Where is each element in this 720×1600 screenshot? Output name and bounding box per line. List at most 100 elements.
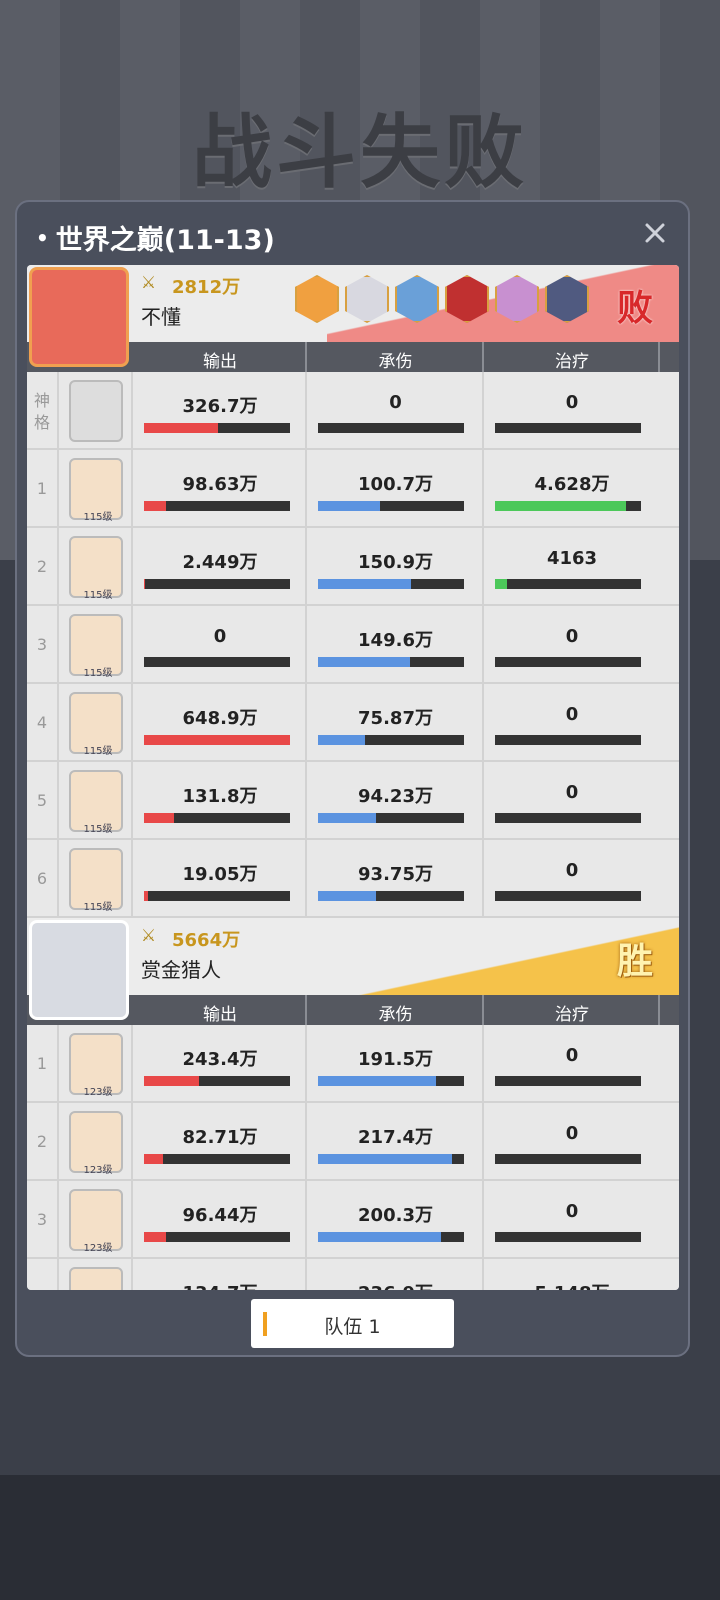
panel-title: • 世界之巅(11-13) [36,218,275,257]
enemy-hero-icon [445,275,489,323]
cell-divider [57,1259,59,1290]
stat-value: 648.9万 [182,708,258,729]
cell-divider [305,1259,307,1290]
stat-bar-track [144,579,290,589]
stat-bar-track [495,1076,641,1086]
stat-bar-track [144,657,290,667]
stat-value: 0 [389,392,402,413]
stat-bar-track [144,1076,290,1086]
stat-bar [495,579,507,589]
stat-bar-track [144,891,290,901]
hero-level: 115级 [83,590,113,601]
stat-bar-track [495,1154,641,1164]
cell-divider [57,1181,59,1259]
tab-label[interactable]: 队伍 1 [324,1316,381,1338]
hero-level: 123级 [83,1165,113,1176]
result-stripe [327,918,679,995]
row-label: 4 [36,713,48,732]
stat-value: 98.63万 [182,474,258,495]
player-avatar [29,267,129,367]
cell-divider [305,450,307,528]
cell-divider [305,528,307,606]
stat-bar [144,1076,199,1086]
cell-divider [482,606,484,684]
row-bg [27,372,679,450]
team-tab[interactable] [251,1299,454,1348]
stat-value: 100.7万 [358,474,433,495]
enemy-hero-icon [295,275,339,323]
column-divider [305,995,307,1025]
stat-value: 94.23万 [358,786,433,807]
bullet: • [36,226,56,250]
stat-bar-track [144,501,290,511]
row-label: 5 [36,791,48,810]
column-header-bar [27,342,679,372]
row-label: 2 [36,557,48,576]
stat-value: 134.7万 [133,1279,307,1290]
team-power: 2812万 [172,277,241,298]
stat-value: 217.4万 [358,1127,433,1148]
row-bg [27,606,679,684]
column-header: 承伤 [378,1005,413,1025]
stat-value: 150.9万 [358,552,433,573]
stat-value: 4.628万 [534,474,610,495]
stat-bar-track [318,891,464,901]
close-button[interactable] [640,218,670,248]
column-divider [658,342,660,372]
cell-divider [305,1181,307,1259]
stat-bar-track [318,735,464,745]
cell-divider [57,528,59,606]
stat-bar-track [495,891,641,901]
power-icon: ⚔ [141,926,157,946]
column-divider [482,342,484,372]
cell-divider [131,840,133,918]
stat-value: 243.4万 [182,1049,258,1070]
row-label: 4 [27,1287,57,1290]
stat-value: 82.71万 [182,1127,258,1148]
stat-bar-track [144,1232,290,1242]
row-bg [27,1181,679,1259]
stat-value: 2.449万 [182,552,258,573]
stat-value: 75.87万 [358,708,433,729]
stat-value: 96.44万 [182,1205,258,1226]
stat-bar-track [495,657,641,667]
stat-bar-track [495,579,641,589]
cell-divider [305,372,307,450]
stat-bar-track [318,813,464,823]
stat-value: 0 [565,1123,579,1144]
stat-value: 236.9万 [307,1279,484,1290]
stat-value: 149.6万 [358,630,433,651]
hero-portrait [69,1189,123,1251]
cell-divider [131,1259,133,1290]
stat-value: 0 [565,626,579,647]
stat-bar [144,735,290,745]
battle-result: 败 [617,288,654,329]
player-avatar [29,920,129,1020]
cell-divider [305,606,307,684]
cell-divider [305,684,307,762]
stat-value: 0 [565,392,579,413]
cell-divider [482,684,484,762]
cell-divider [482,1025,484,1103]
cell-divider [482,1181,484,1259]
cell-divider [131,450,133,528]
cell-divider [482,1259,484,1290]
stat-bar [495,501,627,511]
stat-bar [318,501,381,511]
stat-bar [318,735,365,745]
stat-bar [318,1232,442,1242]
cell-divider [57,1025,59,1103]
cell-divider [131,372,133,450]
stat-value: 19.05万 [182,864,258,885]
cell-divider [482,528,484,606]
stat-value: 0 [565,1201,579,1222]
hero-level: 115级 [83,668,113,679]
cell-divider [131,762,133,840]
cell-divider [131,1103,133,1181]
hero-portrait [69,1033,123,1095]
enemy-hero-icon [345,275,389,323]
row-bg [27,1103,679,1181]
stat-bar [318,1154,452,1164]
cell-divider [57,1103,59,1181]
hero-portrait [69,1111,123,1173]
